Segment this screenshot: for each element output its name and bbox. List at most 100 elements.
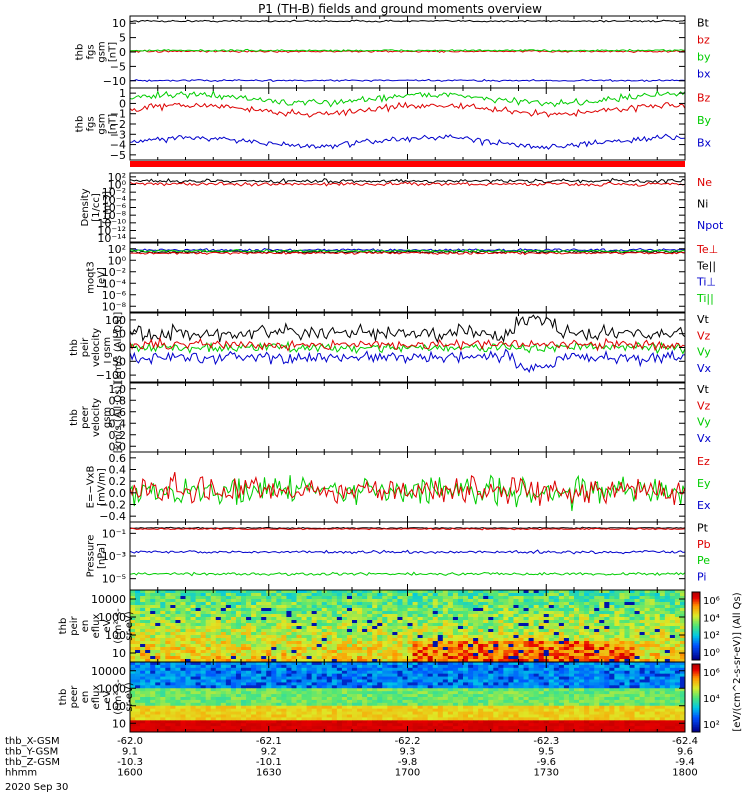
spectrogram-cell [130, 611, 136, 615]
spectrogram-cell [634, 602, 640, 606]
spectrogram-cell [402, 676, 408, 680]
spectrogram-cell [629, 682, 635, 686]
spectrogram-cell [271, 676, 277, 680]
spectrogram-cell [225, 635, 232, 639]
spectrogram-cell [180, 596, 186, 600]
spectrogram-cell [357, 653, 363, 657]
spectrogram-cell [538, 662, 545, 666]
spectrogram-cell [679, 673, 686, 677]
spectrogram-cell [165, 635, 171, 639]
spectrogram-cell [256, 629, 262, 633]
spectrogram-cell [281, 605, 287, 609]
spectrogram-cell [326, 593, 333, 597]
spectrogram-cell [563, 691, 570, 695]
spectrogram-cell [463, 697, 469, 701]
spectrogram-cell [538, 694, 545, 698]
spectrogram-cell [210, 602, 217, 606]
spectrogram-cell [352, 659, 358, 663]
spectrogram-cell [609, 659, 615, 663]
spectrogram-cell [336, 670, 343, 675]
spectrogram-cell [286, 685, 292, 689]
spectrogram-cell [498, 673, 504, 677]
spectrogram-cell [246, 656, 252, 660]
spectrogram-cell [276, 617, 282, 621]
spectrogram-cell [256, 697, 262, 701]
spectrogram-cell [291, 641, 297, 645]
spectrogram-cell [437, 590, 444, 594]
spectrogram-cell [609, 614, 615, 618]
series-line-Bz [129, 101, 686, 118]
spectrogram-cell [513, 626, 519, 630]
spectrogram-cell [634, 659, 640, 663]
spectrogram-cell [493, 593, 499, 597]
spectrogram-cell [241, 664, 247, 669]
spectrogram-cell [594, 623, 600, 627]
spectrogram-cell [326, 635, 333, 639]
spectrogram-cell [397, 705, 403, 710]
spectrogram-cell [291, 611, 297, 615]
spectrogram-cell [165, 644, 171, 648]
spectrogram-cell [558, 596, 565, 600]
spectrogram-cell [619, 685, 625, 689]
spectrogram-cell [503, 650, 509, 654]
spectrogram-cell [654, 626, 661, 630]
spectrogram-cell [256, 670, 262, 675]
spectrogram-cell [346, 699, 353, 704]
spectrogram-cell [331, 620, 338, 624]
spectrogram-cell [463, 705, 469, 710]
spectrogram-cell [225, 705, 232, 710]
spectrogram-cell [170, 611, 176, 615]
spectrogram-cell [331, 635, 338, 639]
spectrogram-cell [175, 659, 181, 663]
spectrogram-cell [594, 611, 600, 615]
spectrogram-cell [256, 679, 262, 683]
y-tick-label: −1 [110, 108, 126, 121]
y-axis-label: [nPa] [97, 543, 108, 569]
spectrogram-cell [669, 614, 676, 618]
spectrogram-cell [286, 617, 292, 621]
spectrogram-cell [503, 691, 509, 695]
spectrogram-cell [246, 635, 252, 639]
spectrogram-cell [579, 611, 585, 615]
spectrogram-cell [609, 662, 615, 666]
spectrogram-cell [503, 635, 509, 639]
spectrogram-cell [402, 702, 408, 707]
spectrogram-cell [205, 673, 212, 677]
spectrogram-cell [452, 679, 459, 683]
spectrogram-cell [508, 614, 514, 618]
spectrogram-cell [241, 605, 247, 609]
spectrogram-cell [321, 620, 328, 624]
spectrogram-cell [230, 644, 237, 648]
spectrogram-cell [669, 602, 676, 606]
spectrogram-cell [261, 688, 267, 692]
spectrogram-cell [392, 620, 398, 624]
spectrogram-cell [604, 614, 610, 618]
spectrogram-cell [503, 632, 509, 636]
spectrogram-cell [311, 656, 318, 660]
spectrogram-cell [367, 697, 373, 701]
spectrogram-cell [251, 590, 257, 594]
spectrogram-cell [291, 679, 297, 683]
spectrogram-cell [220, 629, 227, 633]
spectrogram-cell [473, 605, 479, 609]
spectrogram-cell [316, 694, 323, 698]
spectrogram-cell [165, 670, 171, 675]
spectrogram-cell [609, 702, 615, 707]
spectrogram-cell [594, 653, 600, 657]
spectrogram-cell [412, 635, 418, 639]
spectrogram-cell [286, 632, 292, 636]
spectrogram-cell [190, 602, 196, 606]
spectrogram-cell [246, 632, 252, 636]
spectrogram-cell [331, 629, 338, 633]
spectrogram-cell [407, 682, 413, 686]
spectrogram-cell [452, 614, 459, 618]
spectrogram-cell [276, 688, 282, 692]
spectrogram-cell [402, 590, 408, 594]
spectrogram-cell [558, 599, 565, 603]
spectrogram-cell [145, 617, 151, 621]
spectrogram-cell [553, 662, 560, 666]
spectrogram-cell [488, 632, 494, 636]
spectrogram-cell [276, 608, 282, 612]
spectrogram-cell [251, 599, 257, 603]
